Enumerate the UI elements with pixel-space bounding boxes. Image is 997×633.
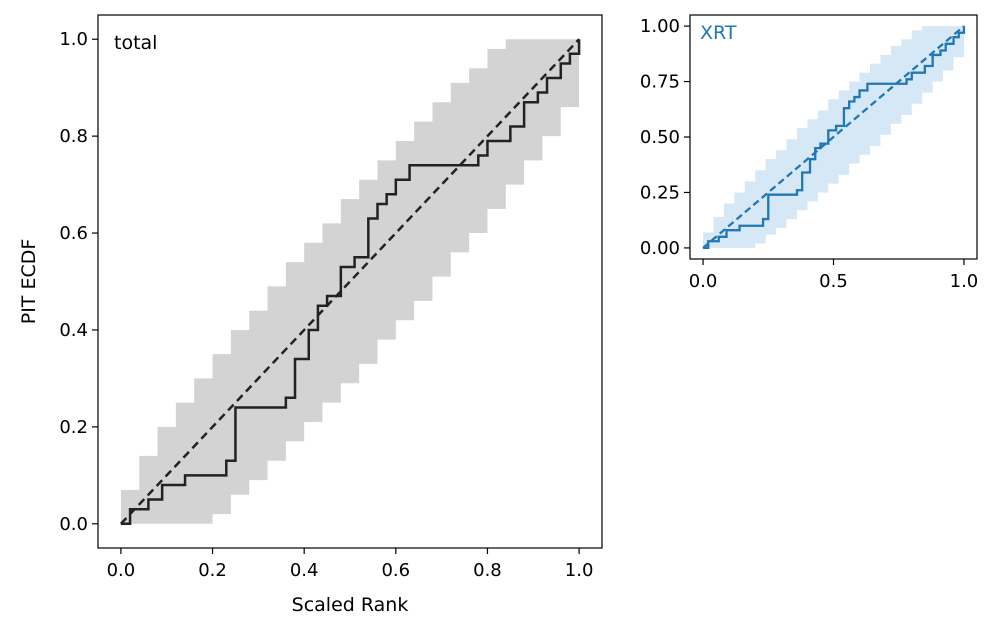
main-y-tick-label: 0.6 xyxy=(59,223,88,244)
main-x-tick-label: 0.6 xyxy=(381,560,410,581)
main-x-tick-label: 1.0 xyxy=(565,560,594,581)
main-y-tick-label: 0.8 xyxy=(59,126,88,147)
xrt-y-axis: 0.00 0.25 0.50 0.75 1.00 xyxy=(640,16,690,259)
main-x-tick-label: 0.8 xyxy=(473,560,502,581)
x-axis-label: Scaled Rank xyxy=(292,594,409,616)
xrt-y-tick-label: 0.25 xyxy=(640,182,680,203)
main-ecdf-line xyxy=(120,39,581,526)
xrt-x-tick-label: 0.5 xyxy=(819,271,848,292)
main-plot-frame xyxy=(97,14,603,549)
xrt-reference-diagonal xyxy=(702,25,965,249)
main-ecdf-plot: 0.0 0.2 0.4 0.6 0.8 1.0 0.0 0.2 0.4 0.6 0.8 1.0 to… xyxy=(18,14,603,616)
xrt-panel-label: XRT xyxy=(700,22,737,44)
xrt-y-tick-label: 0.75 xyxy=(640,72,680,93)
main-y-tick-label: 1.0 xyxy=(59,29,88,50)
main-y-tick-label: 0.4 xyxy=(59,320,88,341)
xrt-x-tick-label: 1.0 xyxy=(950,271,979,292)
main-x-tick-label: 0.4 xyxy=(290,560,319,581)
main-y-tick-label: 0.0 xyxy=(59,514,88,535)
xrt-ecdf-line xyxy=(703,26,966,250)
xrt-ecdf-plot: 0.0 0.5 1.0 0.00 0.25 0.50 0.75 1.00 XRT xyxy=(640,14,979,292)
main-x-tick-label: 0.0 xyxy=(107,560,136,581)
main-x-tick-label: 0.2 xyxy=(198,560,227,581)
main-ecdf-series xyxy=(120,39,581,526)
xrt-x-axis: 0.0 0.5 1.0 xyxy=(689,259,979,292)
y-axis-label: PIT ECDF xyxy=(18,239,40,325)
main-reference-diagonal xyxy=(120,38,580,525)
xrt-x-tick-label: 0.0 xyxy=(689,271,718,292)
xrt-y-tick-label: 1.00 xyxy=(640,16,680,37)
xrt-y-tick-label: 0.00 xyxy=(640,238,680,259)
main-y-tick-label: 0.2 xyxy=(59,417,88,438)
main-panel-label: total xyxy=(114,32,157,54)
xrt-ecdf-series xyxy=(703,26,966,250)
main-x-axis: 0.0 0.2 0.4 0.6 0.8 1.0 xyxy=(107,548,594,581)
xrt-y-tick-label: 0.50 xyxy=(640,127,680,148)
main-y-axis: 0.0 0.2 0.4 0.6 0.8 1.0 xyxy=(59,29,98,535)
